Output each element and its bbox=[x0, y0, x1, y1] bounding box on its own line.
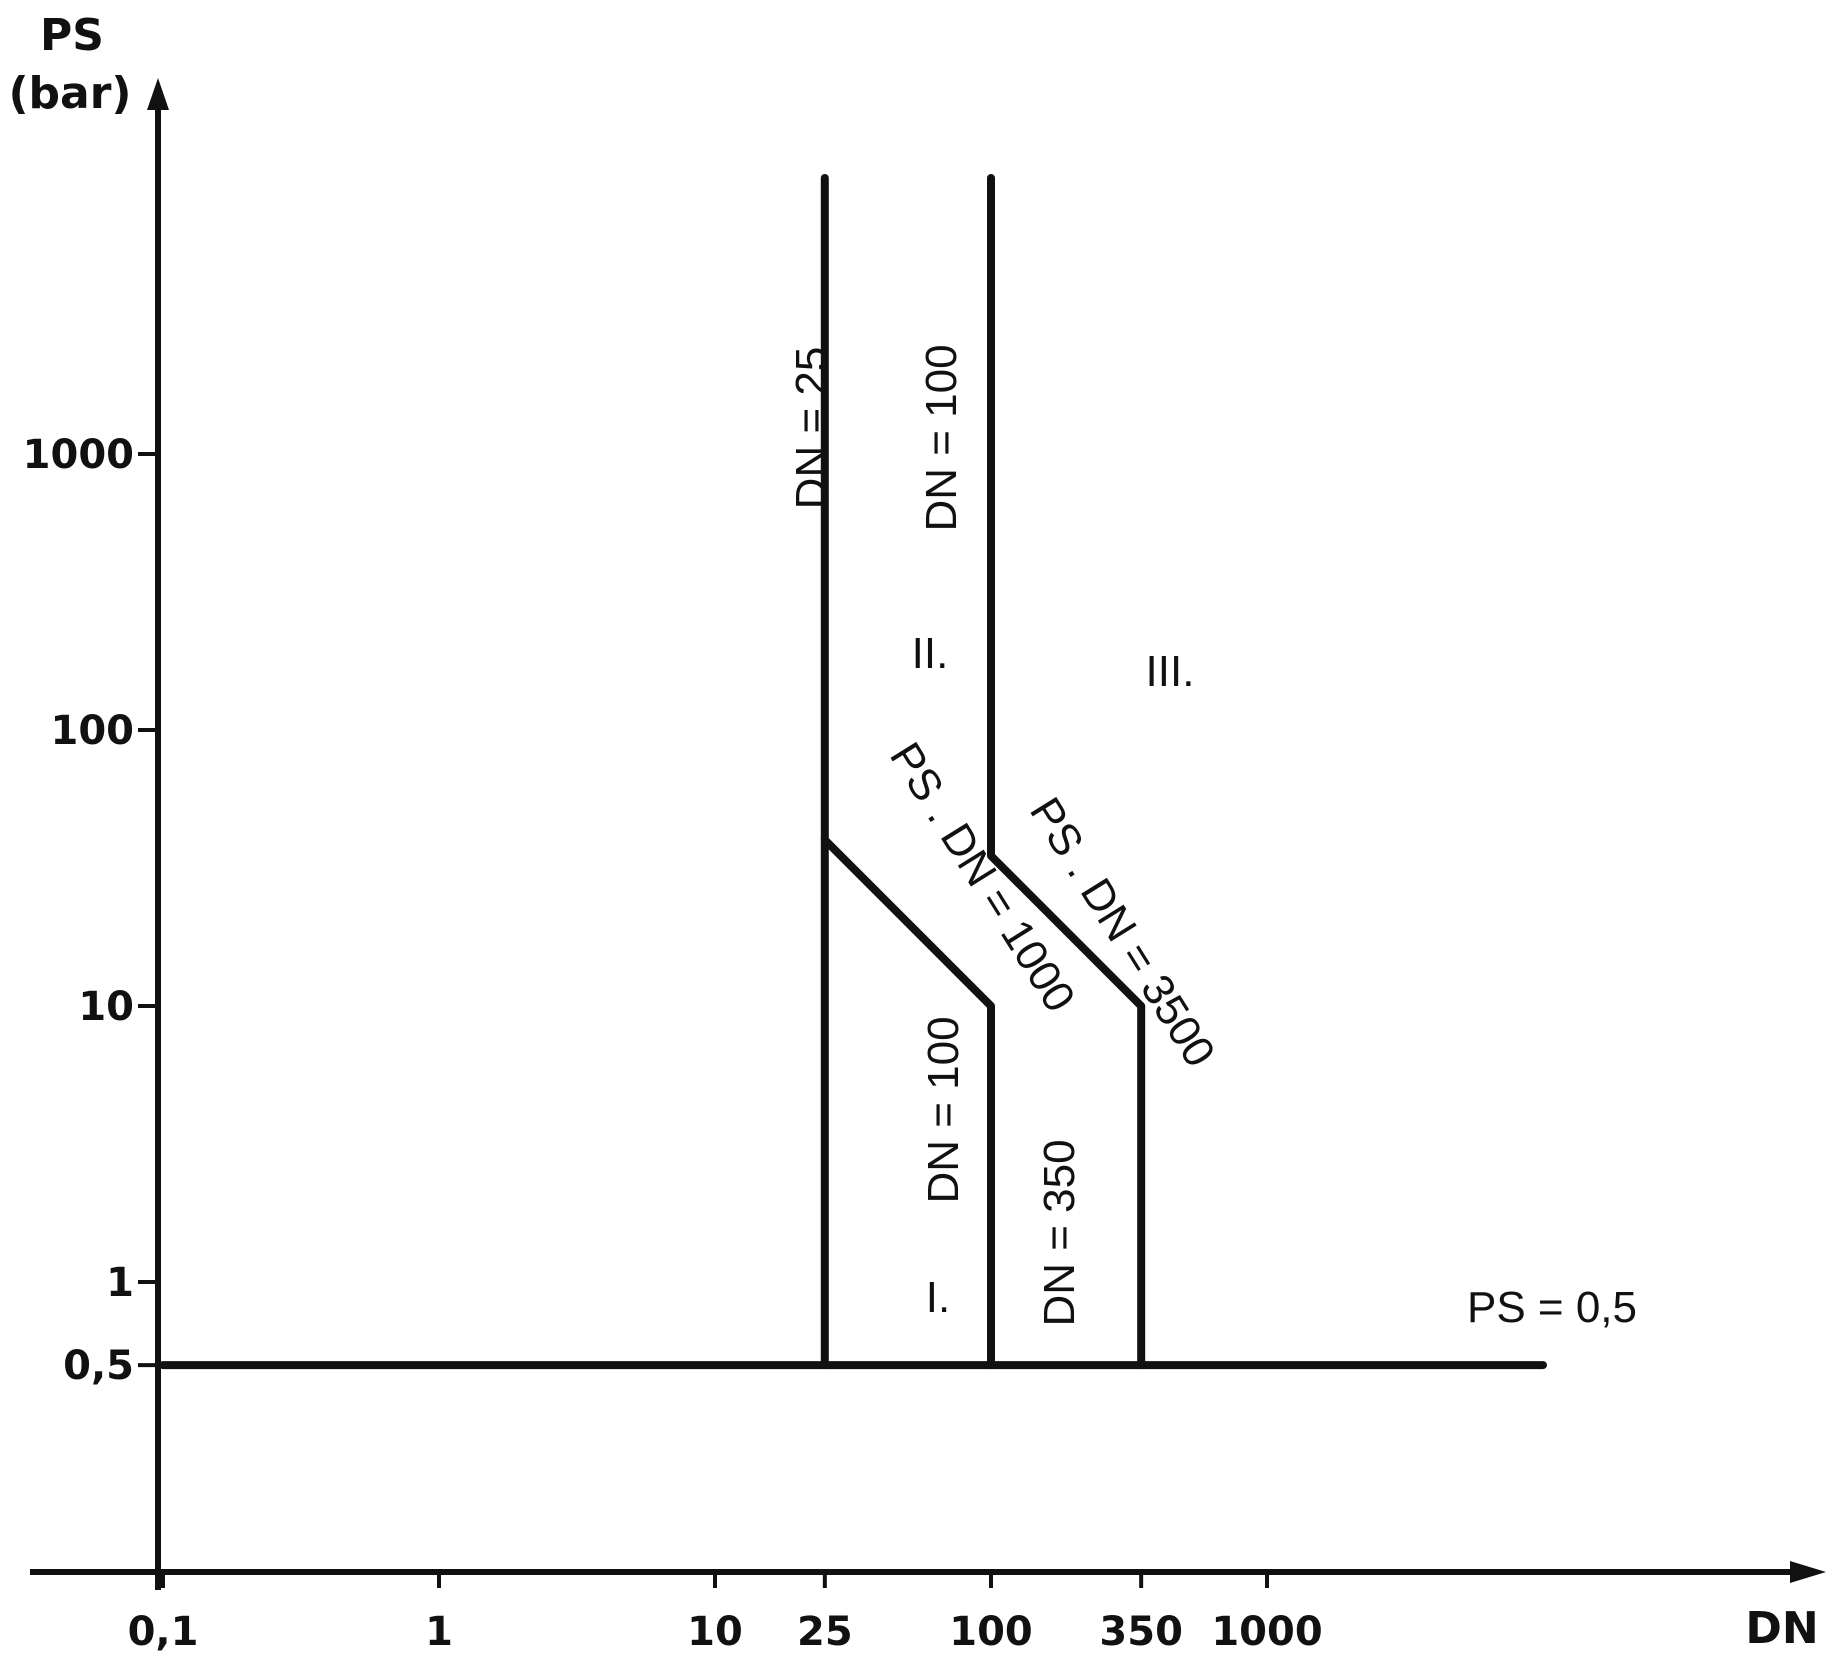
x-tick-label: 1 bbox=[425, 1609, 453, 1655]
x-tick-label: 0,1 bbox=[128, 1609, 199, 1655]
label-dn-100-upper: DN = 100 bbox=[917, 344, 966, 531]
label-ps-0-5: PS = 0,5 bbox=[1467, 1283, 1637, 1332]
axes bbox=[30, 78, 1826, 1590]
label-dn-100-lower: DN = 100 bbox=[919, 1016, 968, 1203]
y-tick-label: 0,5 bbox=[63, 1343, 134, 1389]
boundary-ps-dn-3500 bbox=[987, 174, 1146, 1370]
ticks: 0,1 1 10 25 100 350 1000 0,5 1 10 100 1000 bbox=[23, 432, 1323, 1655]
x-axis-arrow bbox=[1790, 1561, 1826, 1583]
boundary-ps-dn-1000 bbox=[820, 835, 995, 1370]
label-dn-350: DN = 350 bbox=[1035, 1139, 1084, 1326]
x-axis-title: DN bbox=[1745, 1603, 1818, 1654]
region-i-label: I. bbox=[926, 1273, 950, 1322]
y-tick-label: 10 bbox=[78, 984, 134, 1030]
x-tick-label: 100 bbox=[949, 1609, 1033, 1655]
y-tick-label: 100 bbox=[51, 708, 135, 754]
label-ps-dn-1000: PS . DN = 1000 bbox=[880, 734, 1084, 1020]
x-tick-label: 25 bbox=[797, 1609, 853, 1655]
x-tick-label: 10 bbox=[687, 1609, 743, 1655]
region-iii-label: III. bbox=[1146, 647, 1195, 696]
y-tick-label: 1000 bbox=[23, 432, 134, 478]
label-dn-25: DN = 25 bbox=[787, 347, 836, 510]
x-tick-label: 350 bbox=[1099, 1609, 1183, 1655]
y-axis-title-line2: (bar) bbox=[8, 68, 131, 119]
boundary-lines bbox=[159, 174, 1547, 1370]
y-axis-arrow bbox=[147, 78, 169, 110]
x-tick-label: 1000 bbox=[1211, 1609, 1322, 1655]
region-ii-label: II. bbox=[912, 629, 949, 678]
label-ps-dn-3500: PS . DN = 3500 bbox=[1020, 789, 1224, 1075]
y-axis-title-line1: PS bbox=[40, 10, 104, 61]
y-tick-label: 1 bbox=[106, 1260, 134, 1306]
